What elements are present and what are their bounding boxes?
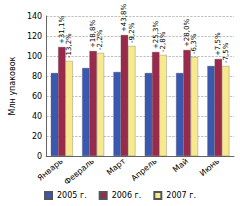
svg-text:20: 20 — [32, 132, 42, 141]
svg-text:-9,2%: -9,2% — [128, 22, 136, 43]
svg-text:+25,3%: +25,3% — [151, 20, 160, 49]
svg-text:2007 г.: 2007 г. — [166, 191, 196, 200]
svg-text:0: 0 — [37, 152, 42, 161]
svg-text:100: 100 — [27, 52, 42, 61]
svg-text:Январь: Январь — [36, 156, 65, 182]
svg-text:+43,8%: +43,8% — [120, 3, 129, 32]
svg-text:Млн упаковок: Млн упаковок — [8, 56, 17, 115]
svg-text:60: 60 — [32, 92, 42, 101]
svg-text:Июнь: Июнь — [198, 156, 221, 178]
svg-text:+18,8%: +18,8% — [89, 19, 98, 48]
svg-text:Февраль: Февраль — [62, 156, 96, 186]
svg-text:Апрель: Апрель — [129, 156, 158, 183]
svg-text:80: 80 — [32, 72, 42, 81]
svg-text:140: 140 — [27, 12, 42, 21]
svg-text:-6,3%: -6,3% — [190, 33, 198, 54]
svg-text:-13,2%: -13,2% — [65, 33, 73, 58]
svg-text:-2,2%: -2,2% — [96, 29, 104, 50]
svg-text:2005 г.: 2005 г. — [57, 191, 87, 200]
svg-text:Март: Март — [105, 156, 128, 177]
svg-text:+31,1%: +31,1% — [57, 15, 66, 44]
svg-text:+28,0%: +28,0% — [183, 18, 191, 47]
svg-text:-2,8%: -2,8% — [159, 31, 167, 52]
svg-text:-7,5%: -7,5% — [222, 42, 230, 63]
svg-text:Май: Май — [171, 157, 190, 175]
svg-text:2006 г.: 2006 г. — [112, 191, 142, 200]
svg-text:+7,5%: +7,5% — [214, 32, 223, 56]
svg-text:40: 40 — [32, 112, 42, 121]
svg-text:120: 120 — [27, 32, 42, 41]
